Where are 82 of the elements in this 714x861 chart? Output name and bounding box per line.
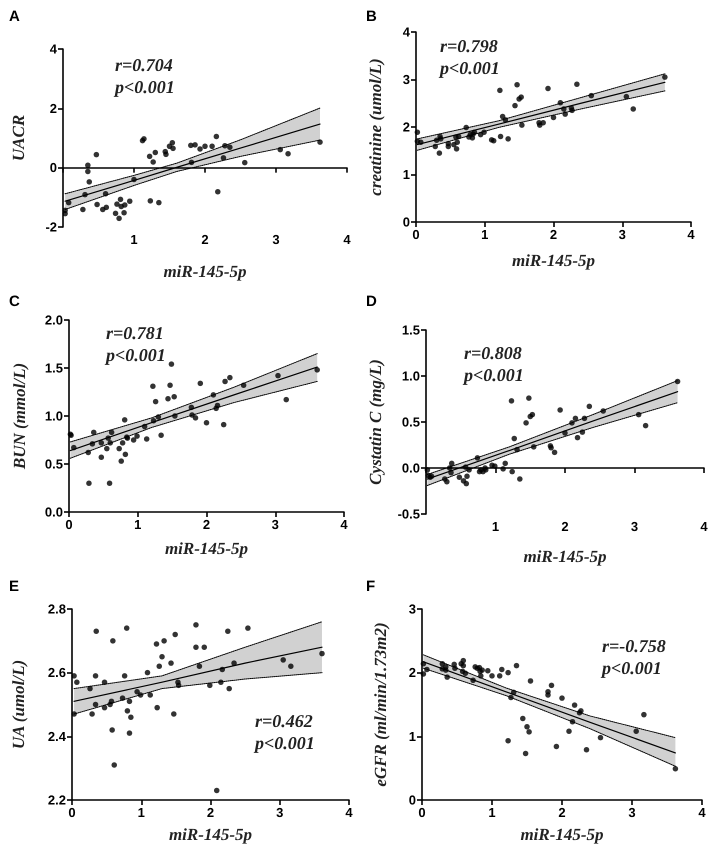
annotation: r=-0.758 [602, 636, 666, 656]
x-tick-label: 4 [345, 805, 354, 820]
y-tick-label: 4 [50, 42, 58, 56]
x-tick-label: 1 [481, 227, 488, 242]
annotation: r=0.798 [440, 36, 498, 56]
x-tick-label: 4 [340, 517, 348, 532]
y-axis-title: UACR [9, 114, 28, 162]
y-tick-label: 2.4 [48, 728, 67, 744]
chart-title: E [9, 578, 20, 595]
x-axis-title: miR-145-5p [163, 262, 247, 281]
y-tick-label: 0.5 [44, 456, 63, 472]
x-tick-label: 2 [201, 232, 209, 247]
annotation: r=0.462 [255, 711, 313, 731]
annotation: p<0.001 [253, 733, 315, 753]
chart-title: B [366, 8, 377, 25]
annotation: p<0.001 [113, 77, 175, 97]
y-axis-title: BUN (mmol/L) [10, 362, 29, 470]
x-tick-label: 1 [492, 519, 500, 534]
chart-title: A [9, 8, 20, 25]
chart-title: C [9, 293, 20, 310]
y-tick-label: 0 [402, 214, 410, 230]
x-tick-label: 3 [272, 232, 280, 247]
x-axis-title: miR-145-5p [523, 547, 607, 566]
x-tick-label: 3 [630, 519, 638, 534]
y-tick-label: 0 [408, 792, 416, 808]
x-axis-title: miR-145-5p [520, 825, 604, 844]
annotation: p<0.001 [104, 345, 166, 365]
y-tick-label: 0.0 [44, 504, 63, 520]
x-tick-label: 4 [698, 805, 706, 820]
y-tick-label: 3 [402, 72, 410, 87]
chart-title: F [366, 578, 376, 595]
x-tick-label: 1 [138, 805, 145, 820]
x-tick-label: 2 [561, 519, 569, 534]
x-axis-title: miR-145-5p [164, 539, 248, 558]
y-tick-label: 1.0 [44, 408, 63, 424]
y-tick-label: 2 [402, 120, 410, 134]
annotation: r=0.808 [464, 343, 522, 363]
y-tick-label: 2.2 [48, 792, 66, 808]
y-tick-label: 2.6 [48, 665, 66, 680]
x-tick-label: 2 [558, 805, 566, 820]
x-tick-label: 4 [687, 227, 696, 242]
annotation: p<0.001 [600, 658, 662, 678]
x-tick-label: 2 [206, 805, 214, 820]
y-tick-label: 2.0 [44, 312, 63, 328]
x-axis-title: miR-145-5p [512, 251, 596, 270]
y-tick-label: 2 [408, 665, 416, 680]
y-tick-label: 2.8 [48, 602, 66, 616]
x-tick-label: 0 [68, 805, 76, 820]
x-tick-label: 3 [628, 805, 636, 820]
y-axis-title: eGFR (ml/min/1.73m2) [371, 622, 390, 787]
y-tick-label: 1.5 [44, 360, 63, 376]
x-tick-label: 4 [343, 232, 352, 247]
x-tick-label: 3 [276, 805, 284, 820]
y-tick-label: 0.5 [402, 414, 420, 430]
y-tick-label: 0 [50, 160, 57, 176]
x-tick-label: 3 [272, 517, 279, 532]
y-tick-label: -2 [45, 220, 57, 234]
x-tick-label: 1 [134, 517, 142, 532]
y-tick-label: 0.0 [402, 460, 420, 476]
y-tick-label: 4 [402, 24, 411, 40]
x-tick-label: 1 [130, 232, 138, 247]
x-tick-label: 4 [700, 519, 708, 534]
y-tick-label: 1 [402, 167, 410, 182]
y-axis-title: creatinine (umol/L) [366, 58, 385, 196]
annotation: r=0.781 [106, 323, 164, 343]
annotation: r=0.704 [115, 55, 173, 75]
y-tick-label: 1.0 [402, 368, 420, 384]
y-axis-title: UA (umol/L) [9, 660, 28, 750]
y-tick-label: 2 [50, 100, 57, 116]
y-axis-title: Cystatin C (mg/L) [366, 359, 385, 485]
y-tick-label: 1.5 [402, 322, 420, 338]
annotation: p<0.001 [438, 58, 500, 78]
x-tick-label: 1 [488, 805, 496, 820]
y-tick-label: 3 [408, 602, 416, 616]
chart-title: D [366, 293, 377, 310]
y-tick-label: 1 [408, 728, 416, 744]
x-axis-title: miR-145-5p [168, 825, 252, 844]
x-tick-label: 2 [202, 517, 210, 532]
y-tick-label: -0.5 [398, 506, 420, 522]
x-tick-label: 3 [618, 227, 626, 242]
x-tick-label: 2 [550, 227, 558, 242]
annotation: p<0.001 [462, 365, 524, 385]
